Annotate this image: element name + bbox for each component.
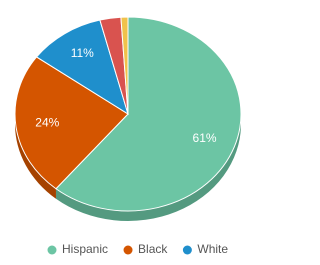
value-label: 11% — [71, 46, 94, 60]
slice — [14, 56, 129, 190]
chart: 61% 24% 11% Hispanic Black White — [14, 16, 242, 256]
pie: 61% 24% 11% — [14, 16, 242, 222]
legend-label: White — [197, 242, 228, 256]
slice — [35, 19, 129, 116]
legend-label: Hispanic — [62, 242, 108, 256]
legend-marker — [47, 245, 57, 255]
legend-marker — [123, 245, 133, 255]
legend-label: Black — [138, 242, 168, 256]
legend: Hispanic Black White — [47, 242, 228, 256]
legend-marker — [182, 245, 192, 255]
value-label: 24% — [35, 115, 59, 129]
slice-side — [15, 114, 56, 199]
value-label: 61% — [193, 131, 217, 145]
slice — [120, 16, 129, 115]
slice — [55, 16, 242, 212]
slice-side — [55, 114, 242, 222]
